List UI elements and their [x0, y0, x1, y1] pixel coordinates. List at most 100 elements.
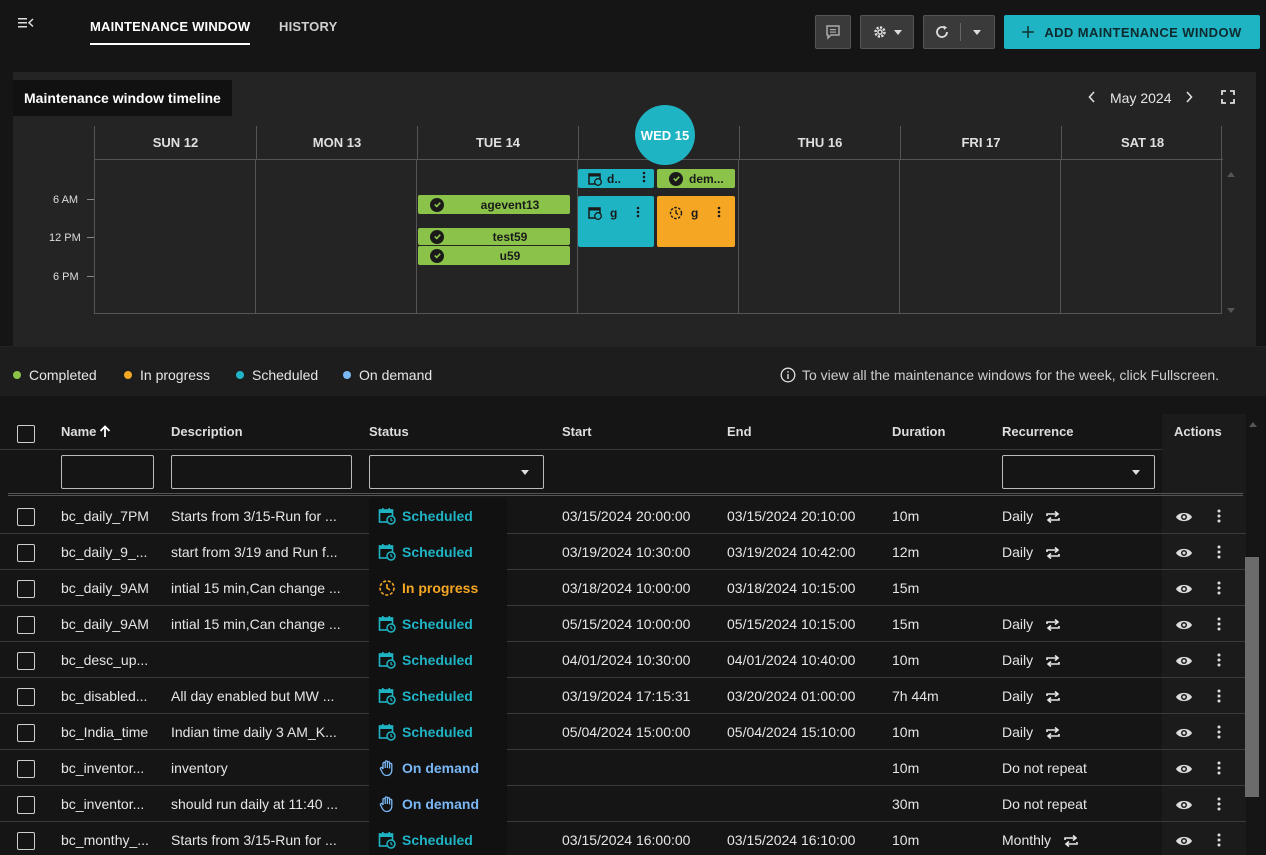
- table-row[interactable]: bc_daily_9_... start from 3/19 and Run f.…: [0, 534, 1246, 570]
- view-eye-icon[interactable]: [1175, 654, 1193, 666]
- add-maintenance-window-button[interactable]: ADD MAINTENANCE WINDOW: [1004, 15, 1260, 49]
- tab-maintenance-window[interactable]: MAINTENANCE WINDOW: [90, 19, 251, 45]
- cell-name[interactable]: bc_daily_9AM: [61, 616, 149, 632]
- repeat-icon: [1063, 834, 1079, 848]
- cell-name[interactable]: bc_inventor...: [61, 760, 145, 776]
- table-row[interactable]: bc_daily_9AM intial 15 min,Can change ...…: [0, 606, 1246, 642]
- recurrence-label: Daily: [1002, 688, 1034, 704]
- table-row[interactable]: bc_monthy_... Starts from 3/15-Run for ..…: [0, 822, 1246, 855]
- select-all-checkbox[interactable]: [17, 425, 35, 443]
- refresh-button-group[interactable]: [923, 15, 995, 49]
- view-eye-icon[interactable]: [1175, 582, 1193, 594]
- refresh-button[interactable]: [924, 25, 960, 39]
- row-more-icon[interactable]: [1217, 689, 1221, 703]
- recurrence-filter-select[interactable]: [1002, 455, 1155, 489]
- cell-name[interactable]: bc_daily_9AM: [61, 580, 149, 596]
- collapse-menu-icon[interactable]: [18, 16, 34, 30]
- fullscreen-icon[interactable]: [1221, 90, 1235, 104]
- settings-menu-button[interactable]: [860, 15, 914, 49]
- column-header-recurrence[interactable]: Recurrence: [1002, 424, 1074, 439]
- event-more-icon[interactable]: [717, 206, 721, 221]
- info-icon: [780, 367, 796, 383]
- timeline-scroll-down-icon[interactable]: [1227, 301, 1235, 317]
- column-header-start[interactable]: Start: [562, 424, 592, 439]
- timeline-event-in-progress[interactable]: g: [657, 196, 735, 247]
- column-header-status[interactable]: Status: [369, 424, 409, 439]
- previous-week-icon[interactable]: [1088, 90, 1096, 106]
- column-header-name[interactable]: Name: [61, 424, 111, 439]
- cell-name[interactable]: bc_daily_9_...: [61, 544, 148, 560]
- status-legend-bar: Completed In progress Scheduled On deman…: [0, 346, 1266, 396]
- row-more-icon[interactable]: [1217, 761, 1221, 775]
- row-checkbox[interactable]: [17, 652, 35, 670]
- row-checkbox[interactable]: [17, 724, 35, 742]
- cell-description: intial 15 min,Can change ...: [171, 580, 341, 596]
- cell-name[interactable]: bc_inventor...: [61, 796, 145, 812]
- timeline-event-completed[interactable]: test59: [418, 228, 570, 245]
- event-more-icon[interactable]: [642, 171, 646, 186]
- cell-name[interactable]: bc_desc_up...: [61, 652, 149, 668]
- view-eye-icon[interactable]: [1175, 618, 1193, 630]
- view-eye-icon[interactable]: [1175, 690, 1193, 702]
- timeline-event-scheduled[interactable]: d..: [578, 169, 654, 188]
- view-eye-icon[interactable]: [1175, 726, 1193, 738]
- row-more-icon[interactable]: [1217, 545, 1221, 559]
- row-more-icon[interactable]: [1217, 581, 1221, 595]
- cell-name[interactable]: bc_disabled...: [61, 688, 148, 704]
- timeline-event-completed[interactable]: dem...: [657, 169, 735, 188]
- table-scrollbar[interactable]: [1247, 414, 1259, 855]
- cell-start: 04/01/2024 10:30:00: [562, 652, 691, 668]
- row-checkbox[interactable]: [17, 544, 35, 562]
- row-more-icon[interactable]: [1217, 725, 1221, 739]
- timeline-event-completed[interactable]: agevent13: [418, 195, 570, 214]
- timeline-scroll-up-icon[interactable]: [1227, 164, 1235, 180]
- view-eye-icon[interactable]: [1175, 834, 1193, 846]
- cell-name[interactable]: bc_India_time: [61, 724, 149, 740]
- cell-name[interactable]: bc_daily_7PM: [61, 508, 149, 524]
- table-scrollbar-thumb[interactable]: [1245, 557, 1259, 797]
- view-eye-icon[interactable]: [1175, 546, 1193, 558]
- view-eye-icon[interactable]: [1175, 510, 1193, 522]
- cell-name[interactable]: bc_monthy_...: [61, 832, 149, 848]
- name-filter-input[interactable]: [61, 455, 154, 489]
- row-more-icon[interactable]: [1217, 509, 1221, 523]
- row-checkbox[interactable]: [17, 796, 35, 814]
- row-checkbox[interactable]: [17, 616, 35, 634]
- row-checkbox[interactable]: [17, 508, 35, 526]
- column-header-description[interactable]: Description: [171, 424, 243, 439]
- description-filter-input[interactable]: [171, 455, 352, 489]
- table-row[interactable]: bc_daily_7PM Starts from 3/15-Run for ...…: [0, 498, 1246, 534]
- current-month-label: May 2024: [1110, 90, 1172, 106]
- row-checkbox[interactable]: [17, 832, 35, 850]
- status-label: Scheduled: [402, 508, 473, 524]
- row-more-icon[interactable]: [1217, 833, 1221, 847]
- table-row[interactable]: bc_disabled... All day enabled but MW ...…: [0, 678, 1246, 714]
- next-week-icon[interactable]: [1185, 90, 1194, 106]
- timeline-event-scheduled[interactable]: g: [578, 196, 654, 247]
- table-row[interactable]: bc_desc_up... Scheduled 04/01/2024 10:30:0…: [0, 642, 1246, 678]
- table-row[interactable]: bc_daily_9AM intial 15 min,Can change ...…: [0, 570, 1246, 606]
- timeline-event-completed[interactable]: u59: [418, 246, 570, 265]
- row-checkbox[interactable]: [17, 760, 35, 778]
- table-row[interactable]: bc_India_time Indian time daily 3 AM_K...…: [0, 714, 1246, 750]
- row-checkbox[interactable]: [17, 688, 35, 706]
- recurrence-label: Do not repeat: [1002, 760, 1087, 776]
- table-row[interactable]: bc_inventor... should run daily at 11:40 …: [0, 786, 1246, 822]
- event-more-icon[interactable]: [636, 206, 640, 221]
- tab-history[interactable]: HISTORY: [279, 19, 338, 34]
- row-more-icon[interactable]: [1217, 617, 1221, 631]
- day-header-mon: MON 13: [257, 126, 418, 159]
- column-header-end[interactable]: End: [727, 424, 752, 439]
- row-more-icon[interactable]: [1217, 653, 1221, 667]
- table-row[interactable]: bc_inventor... inventory On demand 10m Do no…: [0, 750, 1246, 786]
- view-eye-icon[interactable]: [1175, 762, 1193, 774]
- row-more-icon[interactable]: [1217, 797, 1221, 811]
- add-maintenance-window-label: ADD MAINTENANCE WINDOW: [1044, 24, 1242, 40]
- status-filter-select[interactable]: [369, 455, 544, 489]
- column-header-duration[interactable]: Duration: [892, 424, 946, 439]
- view-eye-icon[interactable]: [1175, 798, 1193, 810]
- refresh-options-dropdown[interactable]: [960, 29, 994, 35]
- comment-button[interactable]: [815, 15, 851, 49]
- row-checkbox[interactable]: [17, 580, 35, 598]
- calendar-clock-icon: [588, 207, 602, 220]
